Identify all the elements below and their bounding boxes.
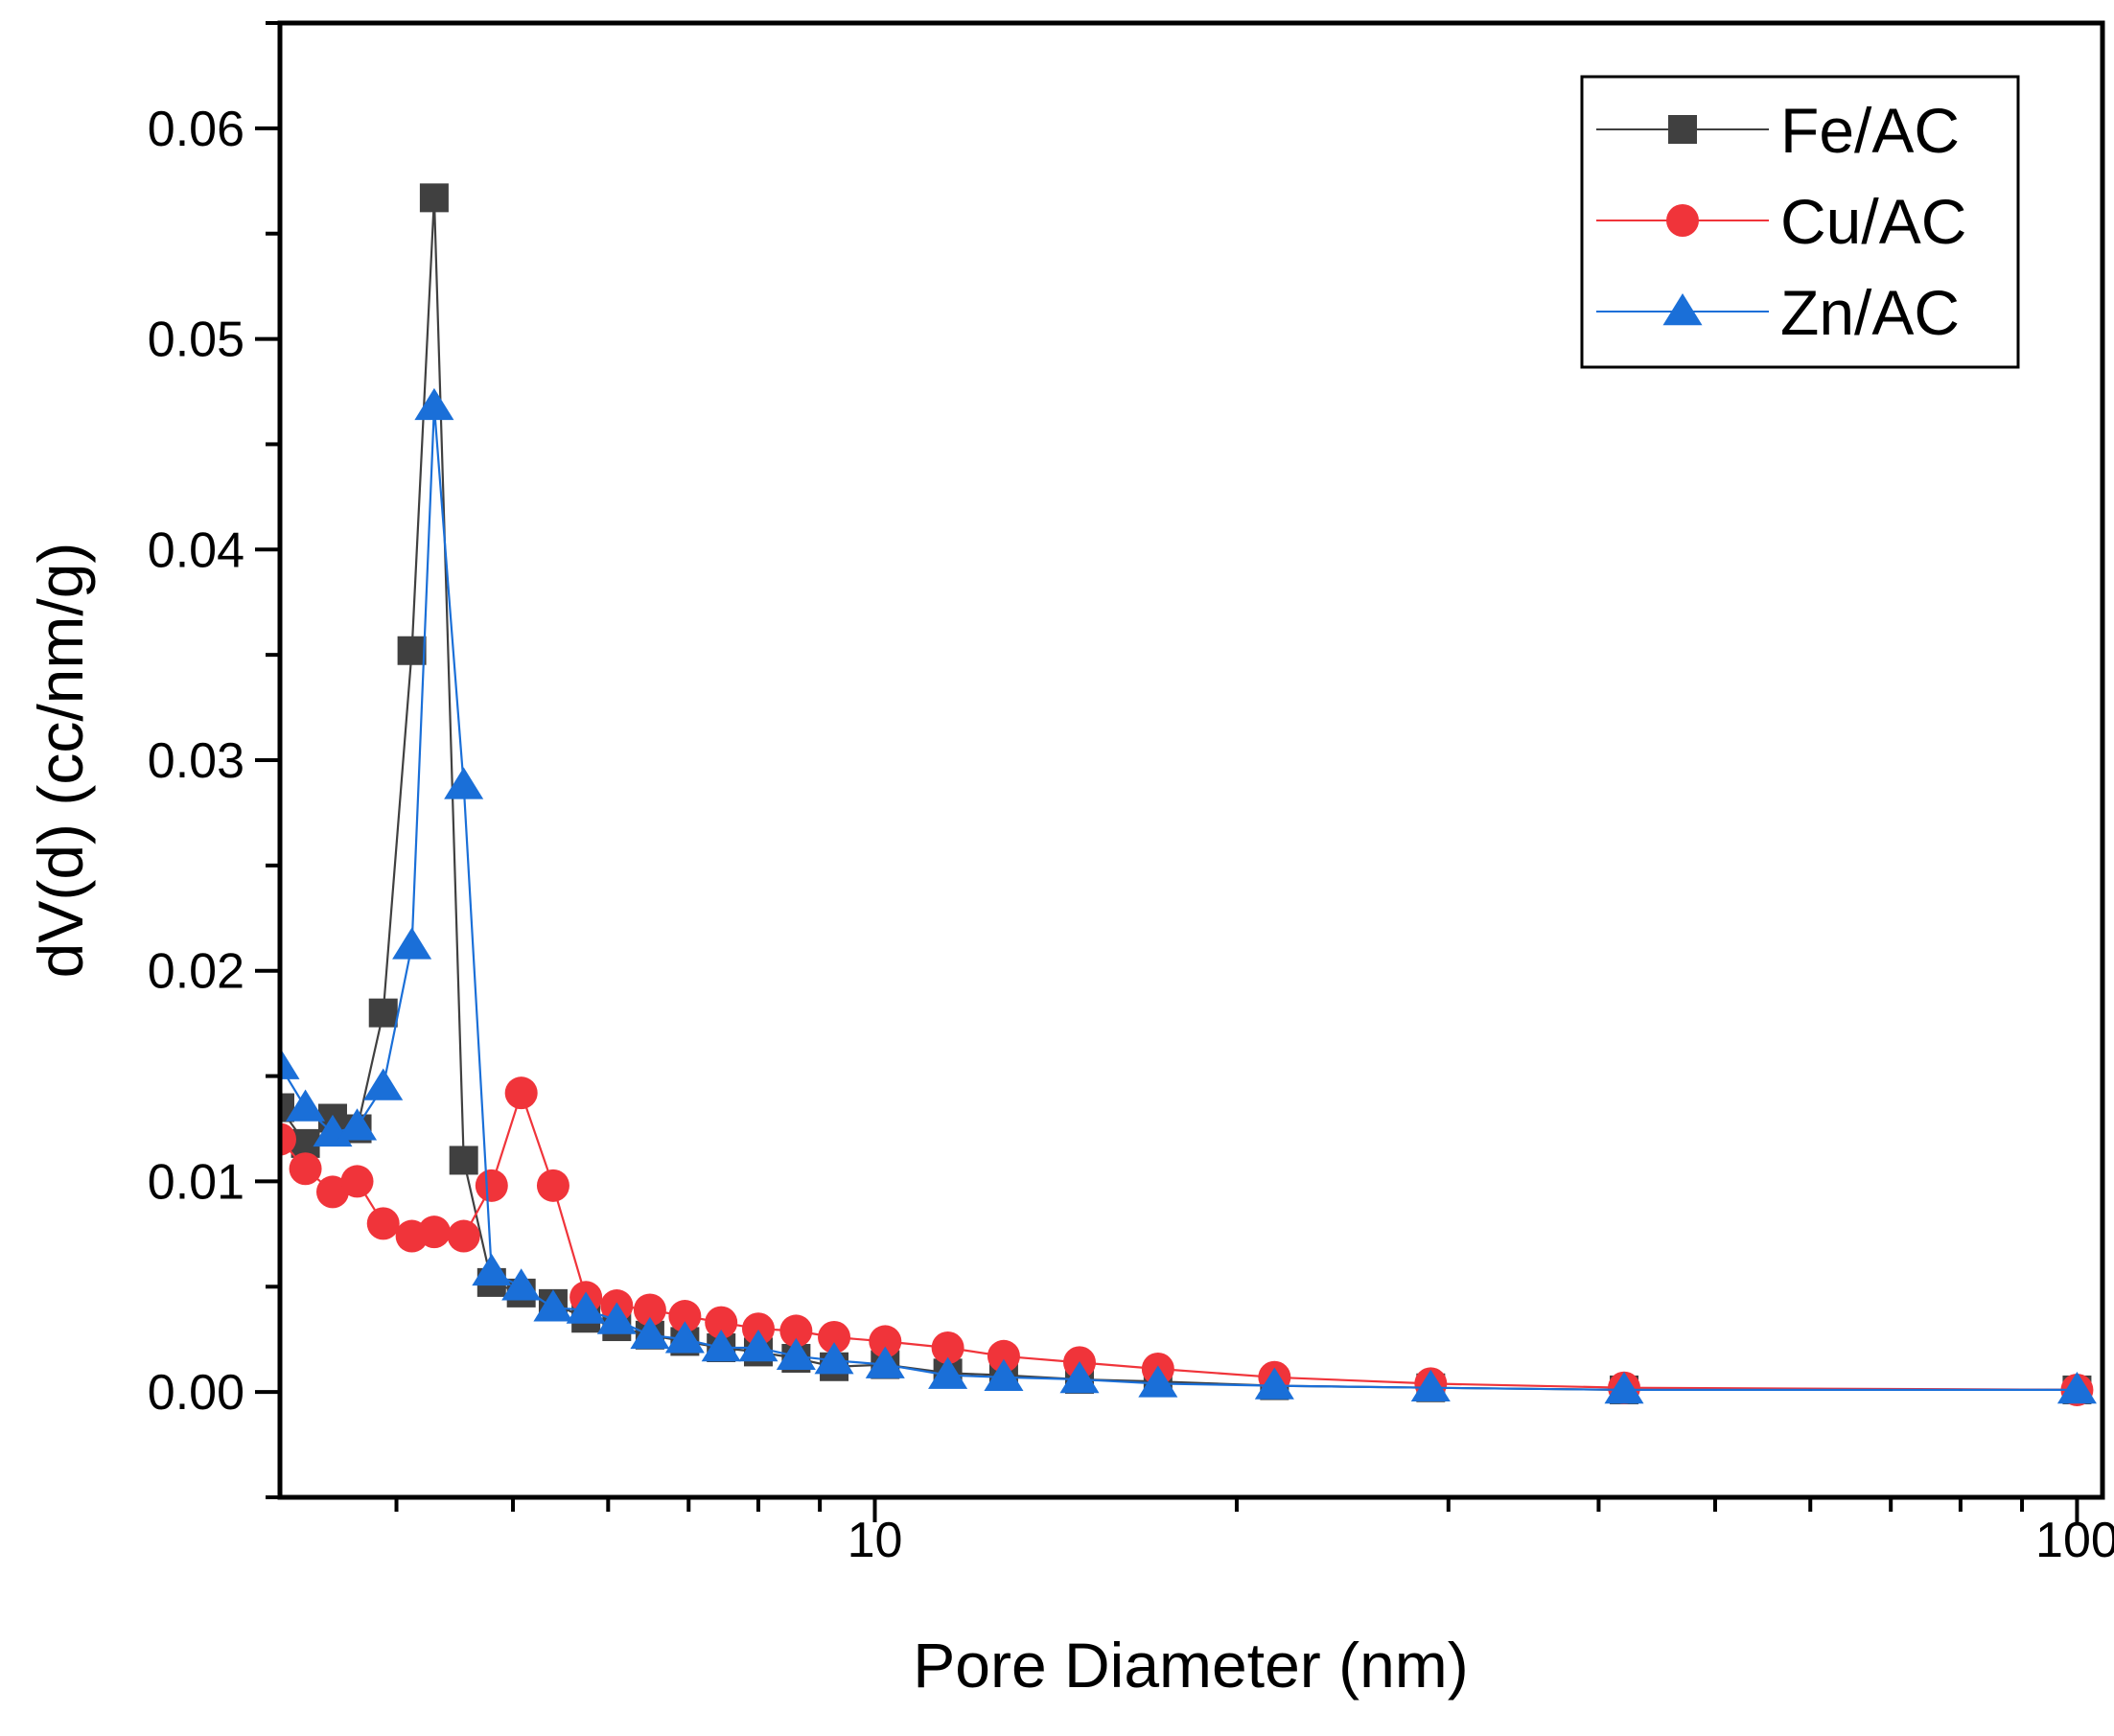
data-point-cu-ac [987, 1339, 1020, 1373]
data-point-cu-ac [417, 1215, 451, 1249]
x-tick-label: 10 [848, 1513, 903, 1568]
data-point-cu-ac [289, 1152, 322, 1186]
x-axis: 10 100 [394, 1497, 2114, 1568]
data-point-zn-ac [363, 1068, 404, 1100]
data-point-zn-ac [2056, 1371, 2097, 1404]
data-point-cu-ac [315, 1175, 349, 1209]
data-point-cu-ac [818, 1321, 851, 1354]
data-point-zn-ac [630, 1316, 670, 1350]
legend-box [1580, 75, 2020, 369]
data-point-cu-ac [779, 1314, 813, 1348]
data-point-cu-ac [280, 1123, 296, 1156]
legend-label-cu-ac: Cu/AC [1780, 186, 1966, 257]
data-point-zn-ac [472, 1253, 512, 1286]
y-axis-title: dV(d) (cc/nm/g) [25, 543, 96, 979]
data-point-cu-ac [931, 1331, 964, 1365]
legend-marker-fe-ac [1668, 115, 1697, 144]
series-layer [280, 183, 2097, 1406]
data-point-zn-ac [865, 1346, 905, 1378]
data-point-zn-ac [1604, 1371, 1644, 1404]
data-point-zn-ac [928, 1356, 968, 1389]
data-point-zn-ac [738, 1330, 778, 1362]
data-point-zn-ac [533, 1289, 573, 1322]
data-point-fe-ac [419, 183, 449, 213]
data-point-zn-ac [1254, 1367, 1294, 1400]
y-tick-label: 0.00 [148, 1365, 244, 1421]
data-point-zn-ac [337, 1108, 378, 1141]
data-point-zn-ac [1138, 1365, 1178, 1398]
data-point-zn-ac [984, 1358, 1024, 1392]
data-point-cu-ac [705, 1306, 738, 1339]
data-point-zn-ac [566, 1291, 606, 1324]
x-axis-title: Pore Diameter (nm) [913, 1630, 1468, 1701]
y-tick-label: 0.06 [148, 102, 244, 157]
y-tick-label: 0.02 [148, 944, 244, 1000]
legend-items: Fe/AC Cu/AC Zn/AC [1596, 95, 1966, 348]
data-point-fe-ac [449, 1146, 478, 1175]
data-point-zn-ac [286, 1089, 326, 1122]
data-point-zn-ac [444, 767, 484, 799]
legend-label-zn-ac: Zn/AC [1780, 277, 1960, 348]
data-point-zn-ac [814, 1342, 854, 1375]
data-point-cu-ac [475, 1169, 508, 1202]
series-zn-ac [280, 387, 2097, 1404]
data-point-zn-ac [414, 387, 454, 421]
data-point-zn-ac [701, 1330, 741, 1362]
data-point-cu-ac [668, 1300, 702, 1333]
data-point-fe-ac [368, 998, 398, 1028]
data-point-zn-ac [664, 1321, 705, 1354]
data-point-zn-ac [596, 1302, 637, 1334]
data-point-cu-ac [869, 1325, 902, 1358]
data-point-zn-ac [280, 1047, 300, 1079]
data-point-zn-ac [392, 927, 432, 960]
data-point-zn-ac [1059, 1360, 1100, 1394]
data-point-cu-ac [504, 1076, 538, 1110]
legend: Fe/AC Cu/AC Zn/AC [1580, 75, 2020, 369]
data-point-fe-ac [397, 636, 427, 665]
series-line-zn-ac [280, 405, 2078, 1392]
data-point-zn-ac [501, 1268, 542, 1301]
legend-label-fe-ac: Fe/AC [1780, 95, 1960, 166]
y-tick-label: 0.04 [148, 522, 244, 578]
y-tick-label: 0.01 [148, 1154, 244, 1210]
x-tick-label: 100 [2035, 1513, 2114, 1568]
data-point-cu-ac [536, 1169, 569, 1202]
legend-marker-cu-ac [1666, 204, 1699, 237]
y-axis: 0.00 0.01 0.02 0.03 0.04 0.05 0.06 [148, 21, 280, 1499]
y-tick-label: 0.05 [148, 312, 244, 368]
data-point-cu-ac [340, 1165, 374, 1198]
y-tick-label: 0.03 [148, 733, 244, 789]
data-point-cu-ac [741, 1312, 775, 1346]
data-point-cu-ac [366, 1207, 400, 1240]
data-point-zn-ac [1410, 1369, 1451, 1401]
data-point-cu-ac [633, 1293, 666, 1327]
data-point-cu-ac [447, 1219, 480, 1253]
legend-marker-zn-ac [1662, 293, 1703, 326]
data-point-zn-ac [776, 1337, 816, 1371]
